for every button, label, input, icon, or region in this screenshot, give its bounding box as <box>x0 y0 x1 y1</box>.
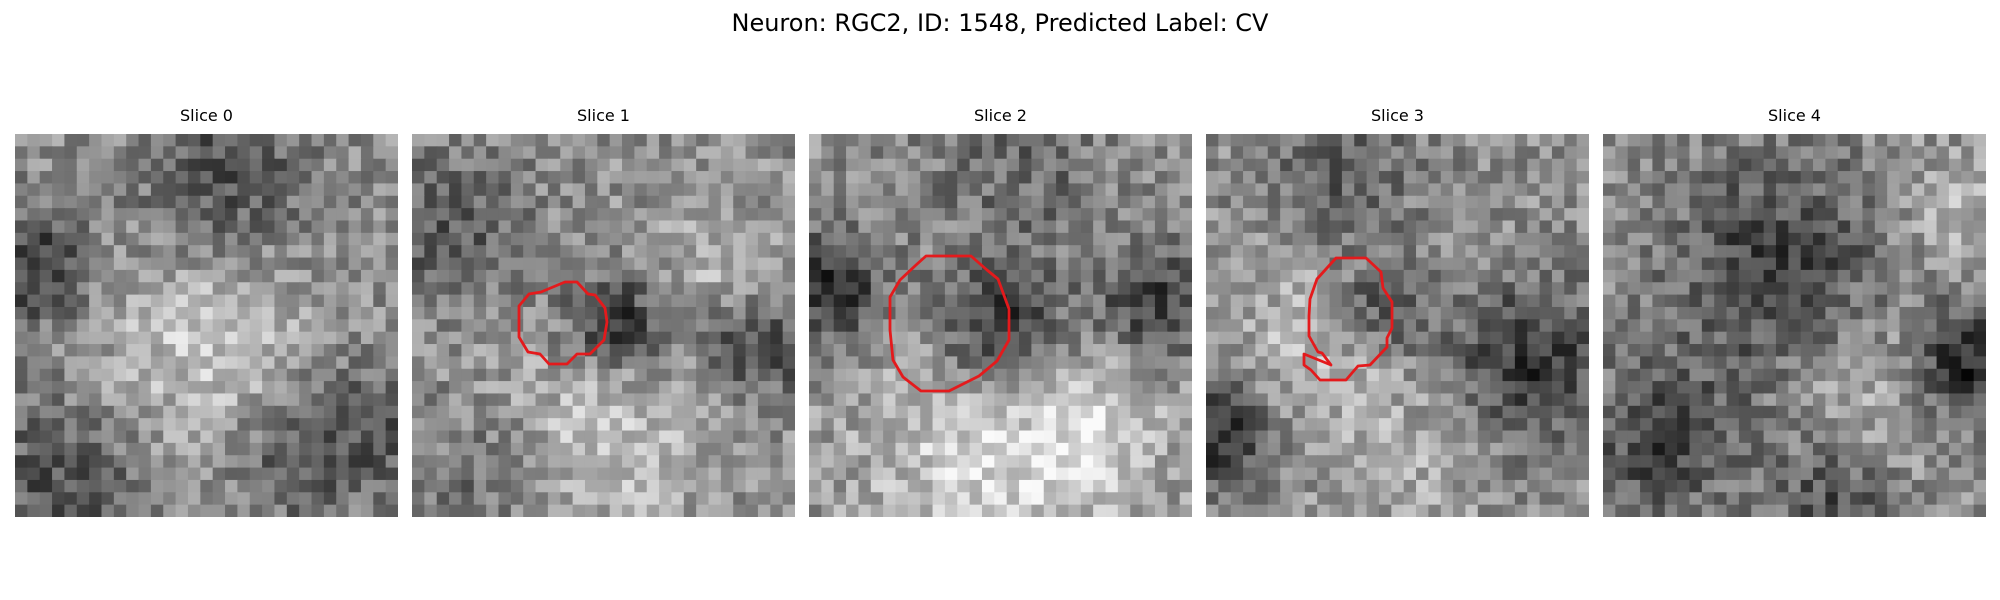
panel-slice-3: Slice 3 <box>1206 104 1589 517</box>
slice-3-pixel-grid <box>1206 134 1589 517</box>
figure-title: Neuron: RGC2, ID: 1548, Predicted Label:… <box>731 9 1269 37</box>
slice-4-pixel-grid <box>1603 134 1986 517</box>
panel-slice-4: Slice 4 <box>1603 104 1986 517</box>
panel-title-slice-4: Slice 4 <box>1768 106 1821 125</box>
slice-2-contour <box>888 254 1011 393</box>
slice-2-image <box>809 134 1192 517</box>
slice-1-image <box>412 134 795 517</box>
panel-title-slice-1: Slice 1 <box>577 106 630 125</box>
slice-3-image <box>1206 134 1589 517</box>
slice-0-image <box>15 134 398 517</box>
slice-1-contour <box>517 280 609 366</box>
slice-0-pixel-grid <box>15 134 398 517</box>
panel-title-slice-0: Slice 0 <box>180 106 233 125</box>
panel-slice-2: Slice 2 <box>809 104 1192 517</box>
panel-slice-1: Slice 1 <box>412 104 795 517</box>
slice-1-pixel-grid <box>412 134 795 517</box>
slice-4-image <box>1603 134 1986 517</box>
panel-title-slice-2: Slice 2 <box>974 106 1027 125</box>
panel-slice-0: Slice 0 <box>15 104 398 517</box>
panel-title-slice-3: Slice 3 <box>1371 106 1424 125</box>
slice-2-pixel-grid <box>809 134 1192 517</box>
slice-3-contour <box>1302 256 1394 382</box>
